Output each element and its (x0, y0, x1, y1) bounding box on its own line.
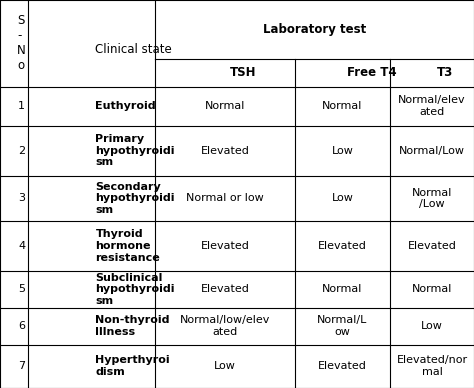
Text: Low: Low (421, 321, 443, 331)
Text: Normal
/Low: Normal /Low (412, 187, 452, 209)
Text: Normal/elev
ated: Normal/elev ated (398, 95, 466, 117)
Text: Elevated: Elevated (408, 241, 456, 251)
Text: Secondary
hypothyroidi
sm: Secondary hypothyroidi sm (95, 182, 175, 215)
Text: Normal/low/elev
ated: Normal/low/elev ated (180, 315, 270, 337)
Text: Normal: Normal (322, 284, 363, 294)
Text: Elevated: Elevated (201, 241, 249, 251)
Text: Low: Low (331, 146, 354, 156)
Text: 3: 3 (18, 193, 25, 203)
Text: Elevated: Elevated (318, 241, 367, 251)
Text: Normal: Normal (322, 101, 363, 111)
Text: Elevated/nor
mal: Elevated/nor mal (396, 355, 467, 377)
Text: Elevated: Elevated (201, 284, 249, 294)
Text: Normal/Low: Normal/Low (399, 146, 465, 156)
Text: 6: 6 (18, 321, 25, 331)
Text: 7: 7 (18, 361, 25, 371)
Text: 1: 1 (18, 101, 25, 111)
Text: TSH: TSH (230, 66, 256, 79)
Text: Free T4: Free T4 (347, 66, 397, 79)
Text: Normal: Normal (412, 284, 452, 294)
Text: Normal: Normal (205, 101, 245, 111)
Text: 5: 5 (18, 284, 25, 294)
Text: Hyperthyroi
dism: Hyperthyroi dism (95, 355, 170, 377)
Text: Normal or low: Normal or low (186, 193, 264, 203)
Text: Subclinical
hypothyroidi
sm: Subclinical hypothyroidi sm (95, 273, 175, 306)
Text: Euthyroid: Euthyroid (95, 101, 156, 111)
Text: 4: 4 (18, 241, 25, 251)
Text: Normal/L
ow: Normal/L ow (317, 315, 368, 337)
Text: Thyroid
hormone
resistance: Thyroid hormone resistance (95, 229, 160, 263)
Text: Elevated: Elevated (318, 361, 367, 371)
Text: Elevated: Elevated (201, 146, 249, 156)
Text: Non-thyroid
Illness: Non-thyroid Illness (95, 315, 170, 337)
Text: T3: T3 (437, 66, 453, 79)
Text: Low: Low (331, 193, 354, 203)
Text: S
-
N
o: S - N o (17, 14, 26, 73)
Text: Clinical state: Clinical state (95, 43, 172, 56)
Text: Low: Low (214, 361, 236, 371)
Text: Primary
hypothyroidi
sm: Primary hypothyroidi sm (95, 134, 175, 167)
Text: Laboratory test: Laboratory test (263, 23, 366, 36)
Text: 2: 2 (18, 146, 25, 156)
